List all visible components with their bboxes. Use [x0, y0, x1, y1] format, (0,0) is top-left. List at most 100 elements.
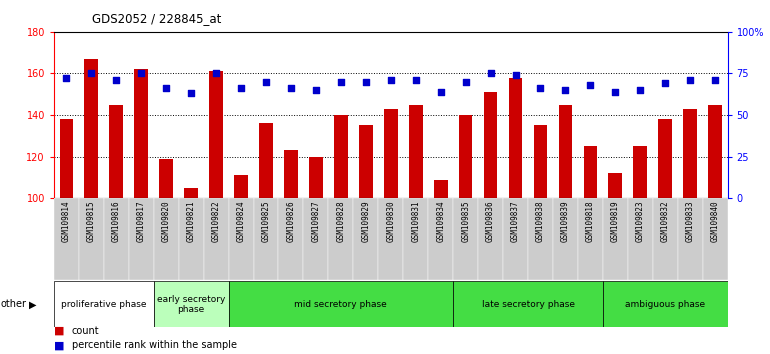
Bar: [503, 198, 528, 280]
Bar: [634, 146, 647, 198]
Bar: [478, 198, 503, 280]
Text: GSM109831: GSM109831: [411, 201, 420, 242]
Point: [634, 87, 647, 93]
Bar: [59, 119, 73, 198]
Point: [135, 71, 147, 76]
Bar: [328, 198, 353, 280]
Text: GSM109822: GSM109822: [212, 201, 220, 242]
Text: ■: ■: [54, 326, 65, 336]
Text: mid secretory phase: mid secretory phase: [294, 300, 387, 309]
Text: GSM109820: GSM109820: [162, 201, 171, 242]
Point: [85, 71, 98, 76]
Text: GSM109836: GSM109836: [486, 201, 495, 242]
Point: [60, 76, 72, 81]
Bar: [484, 92, 497, 198]
Text: GSM109824: GSM109824: [236, 201, 246, 242]
Bar: [253, 198, 279, 280]
Text: GSM109830: GSM109830: [387, 201, 395, 242]
Bar: [603, 281, 728, 327]
Bar: [428, 198, 454, 280]
Text: GSM109832: GSM109832: [661, 201, 670, 242]
Bar: [553, 198, 578, 280]
Bar: [628, 198, 653, 280]
Text: ▶: ▶: [29, 299, 37, 309]
Bar: [509, 78, 522, 198]
Bar: [459, 115, 473, 198]
Text: late secretory phase: late secretory phase: [481, 300, 574, 309]
Bar: [129, 198, 154, 280]
Point: [609, 89, 621, 95]
Bar: [234, 175, 248, 198]
Text: GSM109828: GSM109828: [336, 201, 346, 242]
Text: GSM109833: GSM109833: [686, 201, 695, 242]
Bar: [409, 105, 423, 198]
Bar: [703, 198, 728, 280]
Bar: [359, 125, 373, 198]
Bar: [154, 281, 229, 327]
Bar: [378, 198, 403, 280]
Bar: [104, 198, 129, 280]
Text: GSM109829: GSM109829: [361, 201, 370, 242]
Bar: [179, 198, 203, 280]
Point: [559, 87, 571, 93]
Text: GSM109819: GSM109819: [611, 201, 620, 242]
Text: GSM109816: GSM109816: [112, 201, 121, 242]
Text: GSM109838: GSM109838: [536, 201, 545, 242]
Bar: [154, 198, 179, 280]
Bar: [54, 281, 154, 327]
Point: [484, 71, 497, 76]
Bar: [303, 198, 328, 280]
Text: GSM109835: GSM109835: [461, 201, 470, 242]
Text: GSM109815: GSM109815: [87, 201, 95, 242]
Text: other: other: [1, 299, 27, 309]
Point: [360, 79, 372, 85]
Text: proliferative phase: proliferative phase: [61, 300, 146, 309]
Bar: [384, 109, 397, 198]
Bar: [678, 198, 703, 280]
Bar: [608, 173, 622, 198]
Bar: [79, 198, 104, 280]
Text: GSM109837: GSM109837: [511, 201, 520, 242]
Bar: [454, 281, 603, 327]
Bar: [259, 123, 273, 198]
Text: percentile rank within the sample: percentile rank within the sample: [72, 340, 236, 350]
Text: GDS2052 / 228845_at: GDS2052 / 228845_at: [92, 12, 222, 25]
Text: GSM109818: GSM109818: [586, 201, 595, 242]
Point: [310, 87, 322, 93]
Bar: [334, 115, 348, 198]
Text: count: count: [72, 326, 99, 336]
Bar: [229, 281, 454, 327]
Bar: [353, 198, 378, 280]
Text: GSM109817: GSM109817: [137, 201, 146, 242]
Bar: [403, 198, 428, 280]
Bar: [229, 198, 253, 280]
Point: [335, 79, 347, 85]
Bar: [578, 198, 603, 280]
Text: GSM109825: GSM109825: [262, 201, 270, 242]
Point: [510, 72, 522, 78]
Bar: [708, 105, 722, 198]
Bar: [658, 119, 672, 198]
Bar: [184, 188, 198, 198]
Point: [584, 82, 597, 88]
Text: GSM109821: GSM109821: [186, 201, 196, 242]
Bar: [683, 109, 697, 198]
Text: GSM109834: GSM109834: [436, 201, 445, 242]
Bar: [534, 125, 547, 198]
Point: [285, 86, 297, 91]
Bar: [135, 69, 148, 198]
Bar: [584, 146, 598, 198]
Point: [259, 79, 272, 85]
Bar: [85, 59, 99, 198]
Text: GSM109827: GSM109827: [311, 201, 320, 242]
Point: [384, 77, 397, 83]
Bar: [558, 105, 572, 198]
Bar: [109, 105, 123, 198]
Point: [684, 77, 696, 83]
Text: GSM109839: GSM109839: [561, 201, 570, 242]
Bar: [54, 198, 79, 280]
Bar: [279, 198, 303, 280]
Text: GSM109823: GSM109823: [636, 201, 644, 242]
Text: GSM109840: GSM109840: [711, 201, 720, 242]
Text: GSM109826: GSM109826: [286, 201, 296, 242]
